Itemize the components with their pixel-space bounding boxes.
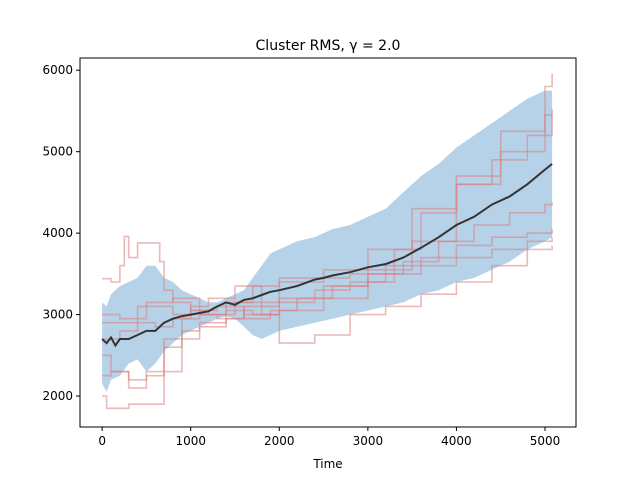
x-axis-ticks: 0 1000 2000 3000 4000 5000: [98, 427, 560, 448]
x-tick-label: 5000: [530, 434, 561, 448]
y-tick-label: 3000: [42, 308, 73, 322]
mean-line: [101, 163, 553, 348]
y-tick-label: 4000: [42, 226, 73, 240]
x-tick-label: 4000: [441, 434, 472, 448]
x-axis-label: Time: [312, 457, 342, 471]
individual-runs-layer: [102, 73, 553, 410]
run-line-5: [102, 202, 553, 340]
x-tick-label: 3000: [353, 434, 384, 448]
y-tick-label: 6000: [42, 63, 73, 77]
x-tick-label: 2000: [264, 434, 295, 448]
plot-area: [79, 57, 577, 428]
x-tick-label: 0: [98, 434, 106, 448]
mean-line-layer: [101, 163, 553, 348]
run-line-6: [102, 237, 553, 381]
x-tick-label: 1000: [175, 434, 206, 448]
chart-title: Cluster RMS, γ = 2.0: [256, 38, 401, 54]
run-line-7: [102, 229, 553, 320]
y-axis-ticks: 2000 3000 4000 5000 6000: [42, 63, 80, 403]
y-tick-label: 5000: [42, 145, 73, 159]
run-line-3: [102, 245, 553, 344]
spread-band-layer: [102, 90, 553, 392]
y-tick-label: 2000: [42, 389, 73, 403]
spread-band: [102, 90, 553, 392]
axes-border: [79, 57, 577, 428]
